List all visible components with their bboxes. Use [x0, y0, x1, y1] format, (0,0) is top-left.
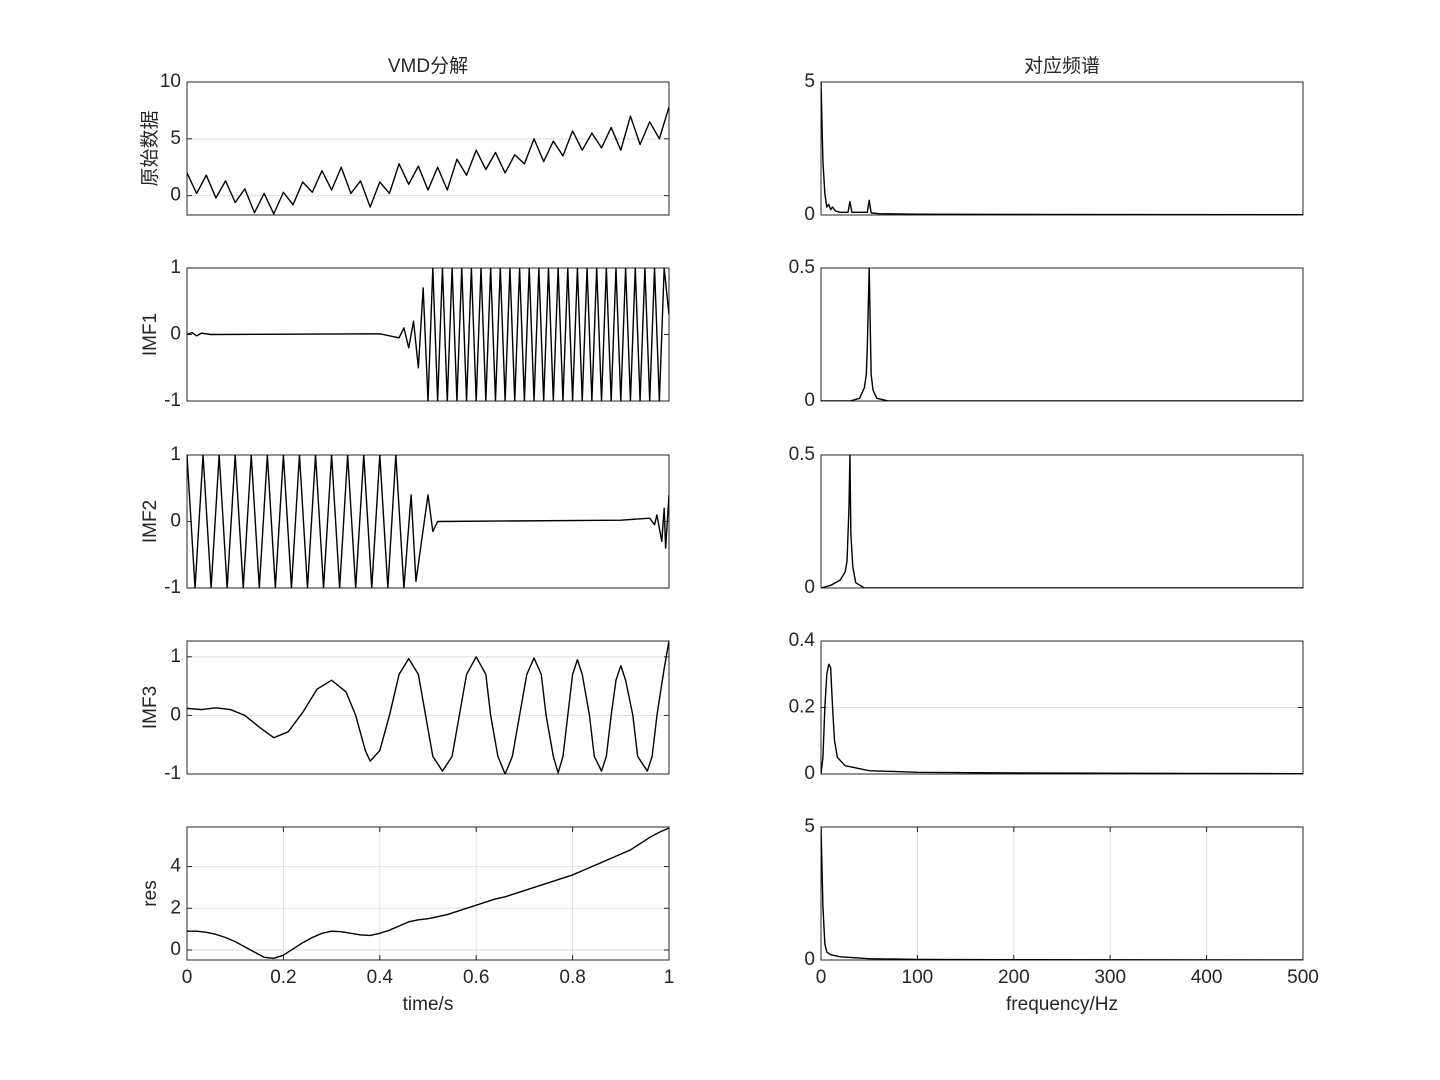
axes-frame: [186, 640, 670, 775]
y-tick-label: 5: [804, 816, 815, 837]
subplot: -1 0 1 IMF1: [140, 257, 670, 411]
data-line: [821, 455, 1303, 588]
y-axis-label: IMF2: [140, 500, 161, 543]
y-tick-label: 0.5: [789, 257, 815, 278]
x-tick-label: 100: [902, 967, 934, 988]
axes-box: [820, 826, 1304, 961]
axes-box: [186, 826, 670, 961]
x-tick-label: 400: [1191, 967, 1223, 988]
y-tick-label: 0: [804, 390, 815, 411]
y-tick-label: -1: [164, 763, 181, 784]
y-tick-label: -1: [164, 390, 181, 411]
y-axis-label: res: [140, 880, 161, 906]
x-tick-label: 0: [816, 967, 827, 988]
axes-box: [820, 454, 1304, 589]
y-tick-label: 0.2: [789, 697, 815, 718]
x-tick-label: 0.6: [463, 967, 489, 988]
x-tick-label: 1: [664, 967, 675, 988]
x-axis-label: frequency/Hz: [1006, 994, 1118, 1015]
subplot: 00.5: [789, 257, 1304, 411]
y-tick-label: 0.5: [789, 444, 815, 465]
data-line: [821, 82, 1303, 215]
y-axis-label: 原始数据: [139, 110, 161, 186]
data-line: [821, 663, 1303, 774]
y-tick-label: 4: [170, 856, 181, 877]
y-tick-label: 0: [804, 577, 815, 598]
data-line: [187, 268, 669, 401]
y-tick-label: 5: [170, 128, 181, 149]
y-tick-label: 0: [170, 511, 181, 532]
axes-box: [186, 81, 670, 216]
data-line: [187, 827, 669, 960]
y-tick-label: 10: [160, 71, 181, 92]
subplot: 0 2 4 0 0.2 0.4 0.6 0.8 1 res time/s: [140, 826, 675, 1015]
x-tick-label: 0: [182, 967, 193, 988]
data-line: [821, 268, 1303, 401]
data-line: [821, 827, 1303, 960]
subplot: 0 5 对应频谱: [804, 55, 1304, 225]
y-tick-label: 0: [170, 185, 181, 206]
axes-box: [820, 267, 1304, 402]
y-tick-label: 0.4: [789, 630, 816, 651]
y-tick-label: 0: [170, 704, 181, 725]
y-tick-label: 0: [804, 763, 815, 784]
x-tick-label: 0.8: [559, 967, 585, 988]
y-tick-label: 0: [170, 324, 181, 345]
subplot: 0 0.2 0.4: [789, 630, 1304, 784]
axes-frame: [186, 826, 670, 961]
axes-box: [186, 640, 670, 775]
y-tick-label: 0: [804, 204, 815, 225]
data-line: [187, 641, 669, 774]
y-tick-label: -1: [164, 577, 181, 598]
subplot: 00.5: [789, 444, 1304, 598]
y-tick-label: 1: [170, 646, 181, 667]
y-tick-label: 1: [170, 257, 181, 278]
axes-frame: [820, 640, 1304, 775]
y-tick-label: 5: [804, 71, 815, 92]
subplot-title: VMD分解: [388, 55, 468, 77]
data-line: [187, 455, 669, 588]
axes-frame: [186, 81, 670, 216]
y-tick-label: 2: [170, 897, 181, 918]
subplot: -1 0 1 IMF2: [140, 444, 670, 598]
y-tick-label: 1: [170, 444, 181, 465]
x-tick-label: 200: [998, 967, 1030, 988]
y-tick-label: 0: [804, 949, 815, 970]
x-tick-label: 300: [1094, 967, 1126, 988]
subplot-title: 对应频谱: [1024, 55, 1100, 77]
subplot: -1 0 1 IMF3: [140, 640, 670, 784]
x-axis-label: time/s: [403, 994, 454, 1015]
y-tick-label: 0: [170, 939, 181, 960]
x-tick-label: 500: [1287, 967, 1319, 988]
y-axis-label: IMF1: [140, 313, 161, 356]
data-line: [187, 106, 669, 215]
x-tick-label: 0.2: [270, 967, 296, 988]
y-axis-label: IMF3: [140, 686, 161, 729]
axes-box: [186, 454, 670, 589]
axes-box: [820, 81, 1304, 216]
axes-frame: [186, 454, 670, 589]
x-tick-label: 0.4: [367, 967, 394, 988]
